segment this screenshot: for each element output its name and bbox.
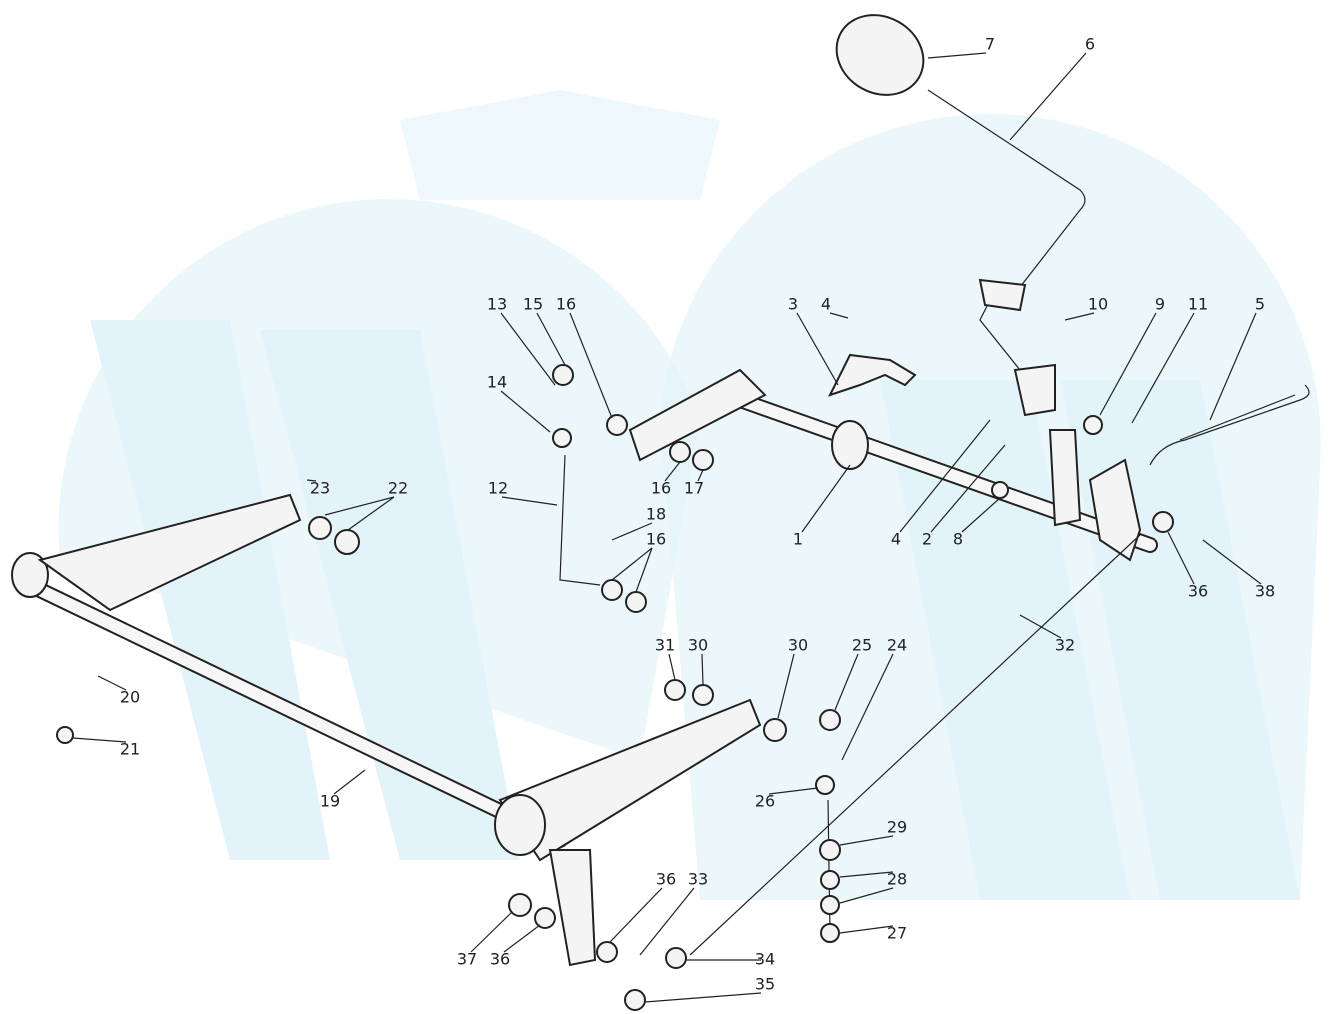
- callout-label: 1: [793, 530, 803, 549]
- callout-label: 11: [1188, 295, 1208, 314]
- leader-line: [644, 992, 762, 1003]
- callout-label: 16: [651, 479, 671, 498]
- callout-label: 19: [320, 792, 340, 811]
- leader-line: [501, 496, 558, 506]
- leader-line: [930, 444, 1006, 533]
- callout-label: 6: [1085, 35, 1095, 54]
- callout-label: 20: [120, 688, 140, 707]
- callout-label: 25: [852, 636, 872, 655]
- leader-line: [635, 547, 653, 593]
- callout-label: 16: [646, 530, 666, 549]
- callout-label: 30: [788, 636, 808, 655]
- leader-line: [1019, 614, 1062, 639]
- callout-label: 33: [688, 870, 708, 889]
- leader-line: [697, 469, 704, 482]
- leader-line: [839, 887, 894, 904]
- callout-label: 31: [655, 636, 675, 655]
- leader-line: [668, 653, 676, 681]
- leader-line: [639, 887, 695, 956]
- leader-line: [1009, 52, 1087, 141]
- callout-label: 29: [887, 818, 907, 837]
- leader-line: [841, 653, 894, 761]
- leader-line: [839, 871, 894, 878]
- callout-label: 15: [523, 295, 543, 314]
- leader-line: [768, 787, 819, 795]
- leader-line: [500, 390, 551, 433]
- leader-line: [324, 496, 395, 516]
- leader-line: [1099, 312, 1157, 416]
- callout-label: 14: [487, 373, 507, 392]
- callout-label: 38: [1255, 582, 1275, 601]
- callout-label: 34: [755, 950, 775, 969]
- callout-label: 2: [922, 530, 932, 549]
- leader-line: [834, 653, 859, 711]
- leader-line: [839, 925, 894, 934]
- leader-line: [611, 522, 653, 541]
- leader-line: [470, 911, 513, 953]
- leader-line: [609, 887, 663, 943]
- callout-label: 17: [684, 479, 704, 498]
- leader-line: [611, 547, 653, 581]
- callout-label: 36: [490, 950, 510, 969]
- leader-line: [1064, 312, 1095, 321]
- leader-line: [1167, 531, 1195, 585]
- leader-line: [536, 312, 566, 366]
- callout-label: 22: [388, 479, 408, 498]
- callout-label: 12: [488, 479, 508, 498]
- leader-line: [1202, 539, 1262, 585]
- callout-label: 4: [821, 295, 831, 314]
- parts: [11, 14, 1310, 1011]
- leader-line: [664, 461, 681, 482]
- leader-line: [333, 769, 366, 795]
- callout-label: 5: [1255, 295, 1265, 314]
- leader-line: [569, 312, 613, 419]
- callout-label: 9: [1155, 295, 1165, 314]
- leader-line: [1209, 312, 1257, 421]
- leader-line: [839, 835, 894, 846]
- callout-label: 28: [887, 870, 907, 889]
- leader-line: [72, 737, 127, 743]
- callout-label: 8: [953, 530, 963, 549]
- callout-label: 26: [755, 792, 775, 811]
- leader-line: [97, 675, 127, 691]
- callout-label: 35: [755, 975, 775, 994]
- callout-label: 3: [788, 295, 798, 314]
- leader-line: [777, 653, 795, 719]
- callout-label: 7: [985, 35, 995, 54]
- callout-label: 30: [688, 636, 708, 655]
- leader-line: [927, 52, 987, 59]
- leader-line: [347, 496, 395, 531]
- leader-line: [701, 653, 704, 686]
- leader-line: [500, 312, 556, 386]
- callout-label: 4: [891, 530, 901, 549]
- leader-line: [961, 497, 1001, 533]
- callout-label: 27: [887, 924, 907, 943]
- callout-label: 37: [457, 950, 477, 969]
- callout-label: 13: [487, 295, 507, 314]
- callout-label: 36: [656, 870, 676, 889]
- leader-line: [796, 312, 839, 386]
- leader-line: [801, 464, 851, 533]
- callout-label: 36: [1188, 582, 1208, 601]
- leader-line: [503, 924, 541, 953]
- callout-label: 18: [646, 505, 666, 524]
- callout-label: 21: [120, 740, 140, 759]
- leader-line: [829, 312, 849, 319]
- callout-label: 16: [556, 295, 576, 314]
- watermark: [58, 90, 1321, 900]
- leader-line: [306, 479, 317, 482]
- callout-label: 24: [887, 636, 907, 655]
- leader-line: [899, 419, 991, 533]
- callout-label: 23: [310, 479, 330, 498]
- leader-line: [1131, 312, 1195, 424]
- callout-label: 32: [1055, 636, 1075, 655]
- callout-label: 10: [1088, 295, 1108, 314]
